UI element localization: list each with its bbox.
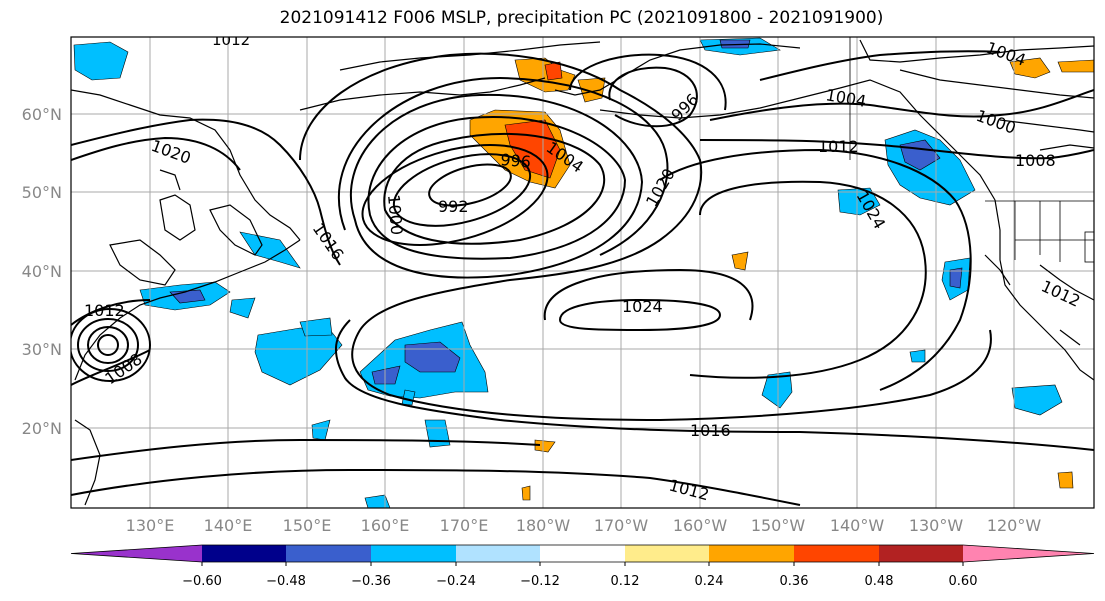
isobar-label: 1008 <box>1015 151 1056 170</box>
colorbar-swatch <box>371 545 456 562</box>
lon-label: 120°W <box>987 516 1042 535</box>
lon-label: 180°W <box>516 516 571 535</box>
lon-label: 130°W <box>909 516 964 535</box>
lat-label: 60°N <box>22 105 62 124</box>
isobar-label: 1012 <box>212 31 250 49</box>
lon-label: 130°E <box>126 516 175 535</box>
colorbar-tick-label: −0.24 <box>436 574 476 589</box>
map-area <box>71 37 1094 508</box>
isobar-label: 1016 <box>690 421 731 440</box>
colorbar-swatch <box>286 545 371 562</box>
lat-labels: 20°N 30°N 40°N 50°N 60°N <box>22 105 62 438</box>
isobar-label: 1024 <box>622 297 663 316</box>
colorbar <box>70 544 1095 566</box>
lon-labels: 130°E 140°E 150°E 160°E 170°E 180°W 170°… <box>126 516 1042 535</box>
lon-label: 170°W <box>594 516 649 535</box>
isobar-label: 996 <box>500 150 532 172</box>
lat-label: 30°N <box>22 340 62 359</box>
colorbar-tick-label: 0.48 <box>865 574 894 589</box>
lat-label: 20°N <box>22 419 62 438</box>
colorbar-tick-label: −0.60 <box>182 574 222 589</box>
coastlines <box>71 39 1094 506</box>
colorbar-swatch <box>540 545 625 562</box>
lon-label: 160°W <box>673 516 728 535</box>
colorbar-tick-label: 0.24 <box>695 574 724 589</box>
colorbar-tick-label: −0.36 <box>351 574 391 589</box>
lon-label: 140°W <box>830 516 885 535</box>
colorbar-swatch <box>456 545 540 562</box>
lon-label: 150°E <box>283 516 332 535</box>
isobar-label: 1012 <box>84 301 125 320</box>
colorbar-swatch <box>709 545 794 562</box>
colorbar-tick-label: −0.48 <box>266 574 306 589</box>
lat-label: 50°N <box>22 183 62 202</box>
colorbar-tick-label: 0.36 <box>780 574 809 589</box>
colorbar-swatch <box>71 545 202 562</box>
colorbar-swatch <box>794 545 879 562</box>
lat-label: 40°N <box>22 262 62 281</box>
map-frame <box>70 36 1095 509</box>
colorbar-swatch <box>879 545 963 562</box>
isobar-label: 992 <box>438 197 469 216</box>
colorbar-tick-label: −0.12 <box>520 574 560 589</box>
colorbar-swatch <box>963 545 1094 562</box>
lon-label: 170°E <box>440 516 489 535</box>
colorbar-tick-label: 0.60 <box>949 574 978 589</box>
borders <box>849 37 1094 263</box>
precipitation-shading <box>73 37 1094 508</box>
isobar-label: 1012 <box>818 137 859 156</box>
colorbar-ticks: −0.60 −0.48 −0.36 −0.24 −0.12 0.12 0.24 … <box>182 574 977 589</box>
colorbar-swatch <box>625 545 709 562</box>
colorbar-swatch <box>202 545 286 562</box>
map-title: 2021091412 F006 MSLP, precipitation PC (… <box>279 8 884 28</box>
colorbar-tick-label: 0.12 <box>611 574 640 589</box>
lon-label: 150°W <box>751 516 806 535</box>
lon-label: 160°E <box>361 516 410 535</box>
isobar-label: 1000 <box>384 194 406 236</box>
lon-label: 140°E <box>204 516 253 535</box>
mslp-isobars <box>71 50 1094 506</box>
